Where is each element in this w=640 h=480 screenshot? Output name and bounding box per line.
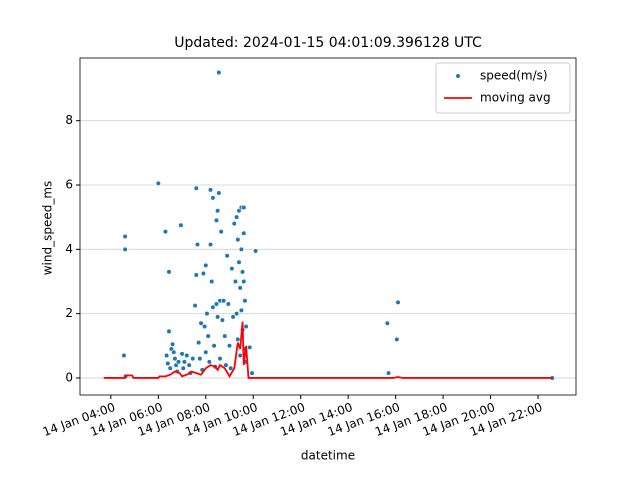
scatter-point (219, 317, 225, 323)
scatter-point (234, 311, 240, 317)
scatter-point (226, 343, 233, 349)
scatter-point (216, 190, 222, 196)
scatter-point (232, 278, 239, 285)
scatter-point (218, 229, 224, 235)
scatter-point (394, 336, 400, 342)
scatter-point (181, 359, 188, 365)
scatter-point (216, 69, 222, 76)
scatter-point (179, 351, 185, 357)
scatter-point (175, 359, 182, 365)
legend-marker (455, 73, 461, 79)
scatter-point (217, 356, 223, 362)
scatter-point (200, 270, 207, 277)
scatter-point (162, 229, 169, 235)
scatter-point (193, 185, 199, 191)
scatter-point (241, 230, 247, 236)
scatter-point (253, 248, 259, 254)
y-axis-label: wind_speed_ms (41, 181, 55, 276)
scatter-point (184, 352, 190, 359)
scatter-point (215, 208, 221, 214)
scatter-point (192, 303, 198, 309)
scatter-point (203, 349, 209, 355)
scatter-point (395, 299, 401, 305)
scatter-point (224, 253, 230, 259)
chart-title: Updated: 2024-01-15 04:01:09.396128 UTC (174, 35, 482, 51)
legend-box (435, 62, 571, 114)
scatter-point (121, 352, 127, 359)
scatter-point (207, 241, 214, 248)
scatter-point (234, 214, 240, 220)
scatter-point (241, 278, 247, 285)
legend-label: moving avg (480, 91, 551, 105)
scatter-point (210, 195, 216, 201)
scatter-point (385, 370, 392, 376)
scatter-point (230, 314, 236, 320)
scatter-point (241, 204, 247, 211)
scatter-point (172, 356, 178, 362)
scatter-point (205, 333, 211, 339)
scatter-point (197, 356, 203, 362)
x-axis-label: datetime (301, 449, 355, 463)
scatter-point (211, 343, 217, 349)
scatter-point (220, 298, 227, 304)
legend-label: speed(m/s) (480, 69, 548, 83)
plot-frame (79, 57, 577, 396)
y-tick-label: 0 (65, 370, 73, 384)
scatter-point (223, 362, 229, 368)
scatter-point (203, 262, 209, 269)
scatter-point (204, 311, 210, 317)
scatter-point (235, 336, 241, 342)
scatter-point (209, 278, 215, 285)
y-tick-label: 6 (65, 178, 73, 192)
scatter-point (178, 222, 184, 228)
scatter-point (231, 221, 237, 227)
scatter-point (196, 339, 202, 346)
scatter-point (194, 241, 201, 248)
scatter-point (190, 356, 196, 362)
y-tick-label: 4 (65, 242, 73, 256)
scatter-point (213, 217, 220, 223)
scatter-point (186, 362, 192, 368)
y-tick-label: 8 (65, 113, 73, 127)
scatter-point (238, 246, 244, 252)
scatter-point (236, 259, 242, 265)
scatter-point (166, 269, 172, 275)
scatter-point (180, 365, 186, 371)
scatter-point (155, 180, 161, 187)
scatter-point (215, 314, 221, 320)
scatter-point (122, 233, 128, 240)
scatter-point (237, 285, 243, 291)
scatter-point (167, 365, 173, 371)
scatter-point (164, 352, 170, 359)
scatter-point (384, 320, 390, 326)
scatter-point (247, 344, 253, 351)
scatter-point (201, 323, 208, 330)
scatter-point (222, 333, 228, 339)
scatter-point (166, 328, 172, 334)
scatter-point (229, 266, 235, 272)
scatter-point (249, 370, 255, 376)
scatter-point (242, 298, 248, 304)
scatter-point (171, 349, 177, 355)
scatter-point (206, 359, 212, 365)
scatter-point (238, 307, 244, 314)
scatter-point (243, 323, 249, 330)
line-series (103, 321, 553, 379)
scatter-point (169, 341, 176, 347)
scatter-point (235, 237, 241, 243)
scatter-point (207, 187, 214, 193)
scatter-point (193, 272, 199, 278)
scatter-point (213, 301, 220, 307)
scatter-point (198, 320, 204, 326)
scatter-point (237, 352, 243, 359)
scatter-point (165, 360, 171, 367)
y-tick-label: 2 (65, 306, 73, 320)
scatter-point (239, 269, 246, 275)
scatter-point (210, 304, 216, 310)
scatter-point (225, 301, 231, 307)
scatter-point (228, 365, 234, 371)
scatter-point (122, 246, 128, 252)
